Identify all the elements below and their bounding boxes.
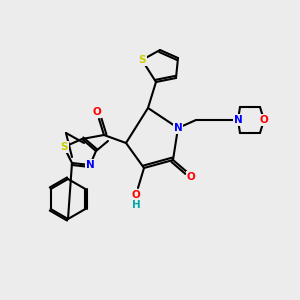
Text: N: N [234,115,242,125]
Text: O: O [260,115,268,125]
Text: S: S [60,142,68,152]
Text: N: N [85,160,94,170]
Text: N: N [174,123,182,133]
Text: H: H [132,200,140,210]
Text: O: O [132,190,140,200]
Text: S: S [138,55,146,65]
Text: O: O [93,107,101,117]
Text: O: O [187,172,195,182]
